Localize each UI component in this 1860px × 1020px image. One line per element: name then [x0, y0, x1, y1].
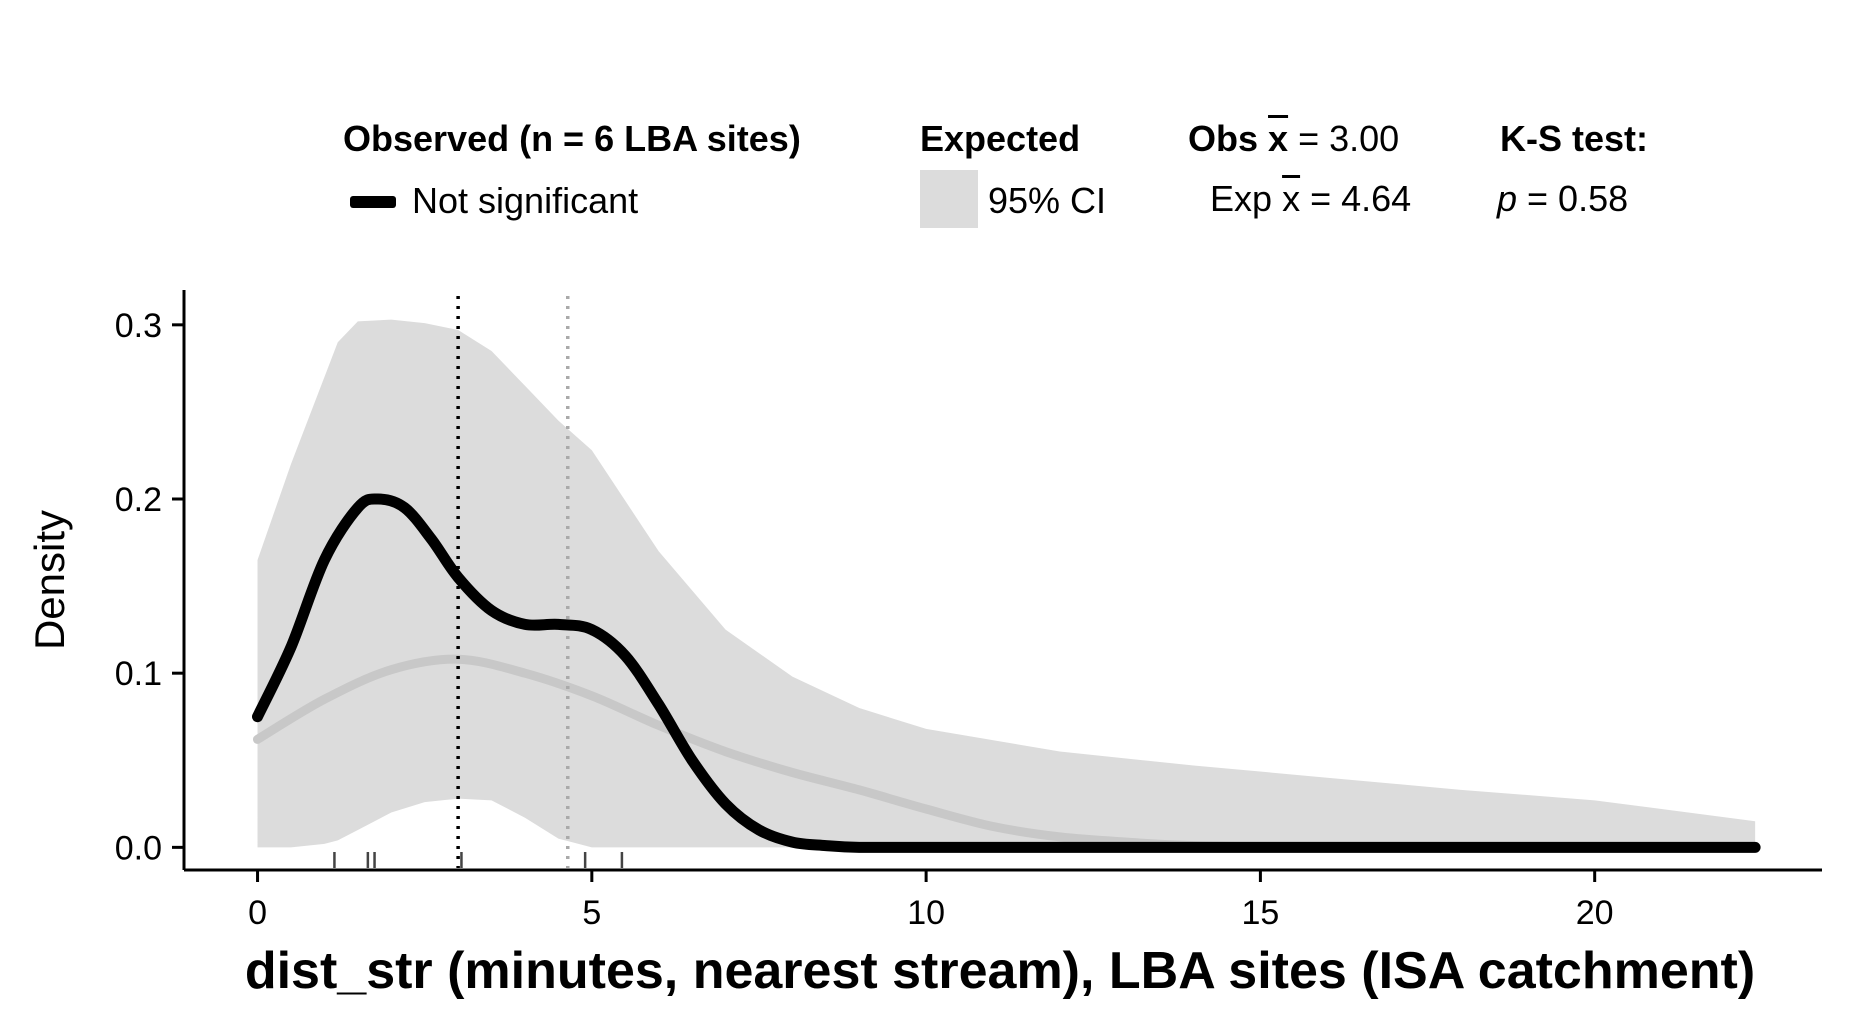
- y-ticks: 0.0 0.1 0.2 0.3: [115, 307, 184, 867]
- exp-mean-prefix: Exp: [1210, 178, 1273, 219]
- x-axis-label: dist_str (minutes, nearest stream), LBA …: [245, 942, 1755, 1000]
- x-tick-label: 20: [1576, 894, 1614, 932]
- ci-band: [257, 319, 1756, 848]
- ks-p-value: = 0.58: [1517, 178, 1629, 219]
- exp-mean-symbol: x: [1282, 178, 1301, 219]
- x-tick-label: 15: [1241, 894, 1279, 932]
- legend-observed-title: Observed (n = 6 LBA sites): [343, 118, 801, 159]
- y-tick-label: 0.0: [115, 829, 162, 867]
- y-tick-label: 0.1: [115, 655, 162, 693]
- ks-p-label: p: [1497, 178, 1518, 219]
- legend-obs-mean: Obs x = 3.00: [1188, 118, 1399, 160]
- exp-mean-value: = 4.64: [1300, 178, 1412, 219]
- legend-ci-swatch: [920, 170, 978, 228]
- obs-mean-symbol: x: [1268, 118, 1289, 159]
- y-tick-label: 0.2: [115, 481, 162, 519]
- obs-mean-value: = 3.00: [1288, 118, 1400, 159]
- x-tick-label: 10: [907, 894, 945, 932]
- y-axis-label: Density: [26, 510, 73, 650]
- y-tick-label: 0.3: [115, 307, 162, 345]
- legend-ks-title: K-S test:: [1500, 118, 1649, 159]
- legend-exp-mean: Exp x = 4.64: [1210, 178, 1411, 220]
- rug-marks: [333, 852, 624, 868]
- legend-observed-swatch: [350, 196, 396, 208]
- legend-observed-item: Not significant: [412, 180, 639, 221]
- legend-ks-p: p = 0.58: [1497, 178, 1628, 220]
- x-tick-label: 0: [248, 894, 267, 932]
- x-ticks: 0 5 10 15 20: [248, 870, 1614, 932]
- x-tick-label: 5: [582, 894, 601, 932]
- observed-density-line: [252, 493, 1761, 853]
- obs-mean-prefix: Obs: [1188, 118, 1259, 159]
- legend-expected-title: Expected: [920, 118, 1081, 159]
- legend-ci-item: 95% CI: [988, 180, 1107, 221]
